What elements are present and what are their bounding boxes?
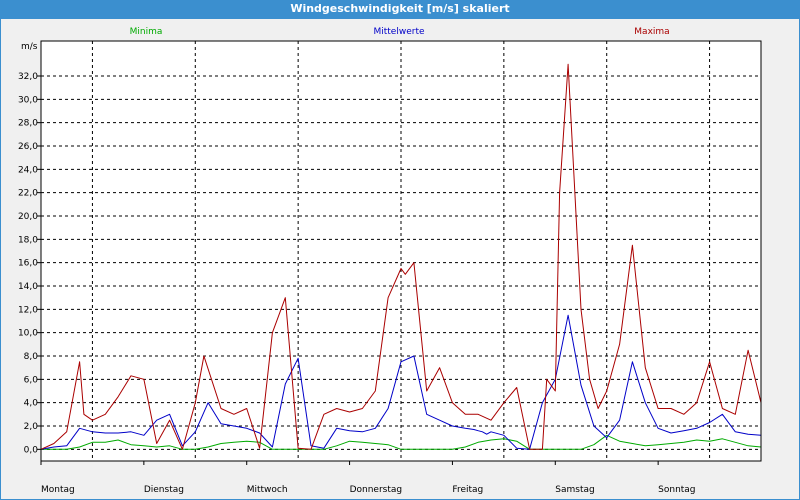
legend-entry-maxima: Maxima [634,27,669,37]
legend-entry-mittelwerte: Mittelwerte [373,27,424,37]
y-tick-label: 18,0 [18,235,38,245]
x-tick-weekday: Sonntag [658,485,695,495]
y-tick-label: 12,0 [18,305,38,315]
x-tick-weekday: Montag [41,485,75,495]
plot-border [40,40,762,462]
y-tick-label: 32,0 [18,72,38,82]
y-tick-label: 30,0 [18,95,38,105]
wind-speed-chart: 0,0 2,0 4,0 6,0 8,0 10,0 12,0 14,0 16,0 18,0 20,0 2… [18,27,762,495]
series-line-mittelwerte [40,314,762,450]
chart-title-bar: Windgeschwindigkeit [m/s] skaliert [0,0,800,18]
y-tick-label: 14,0 [18,282,38,292]
x-tick-weekday: Donnerstag [350,485,403,495]
y-tick-label: 16,0 [18,259,38,269]
y-tick-label: 4,0 [24,399,39,409]
x-tick-weekday: Freitag [452,485,483,495]
y-tick-label: 26,0 [18,142,38,152]
chart-frame: 0,0 2,0 4,0 6,0 8,0 10,0 12,0 14,0 16,0 18,0 20,0 2… [0,18,800,500]
y-tick-label: 2,0 [24,422,39,432]
series-line-maxima [40,63,762,450]
legend-entry-minima: Minima [130,27,163,37]
series-line-minima [41,434,762,450]
x-tick-weekday: Samstag [555,485,594,495]
x-tick-weekday: Mittwoch [247,485,288,495]
y-tick-label: 20,0 [18,212,38,222]
x-tick-weekday: Dienstag [144,485,184,495]
y-tick-label: 28,0 [18,119,38,129]
y-axis-label: m/s [21,42,38,52]
y-tick-label: 6,0 [24,375,39,385]
chart-title: Windgeschwindigkeit [m/s] skaliert [290,2,510,15]
y-tick-label: 10,0 [18,329,38,339]
y-tick-label: 8,0 [24,352,39,362]
y-tick-label: 22,0 [18,189,38,199]
y-tick-label: 24,0 [18,165,38,175]
y-tick-label: 0,0 [24,445,39,455]
